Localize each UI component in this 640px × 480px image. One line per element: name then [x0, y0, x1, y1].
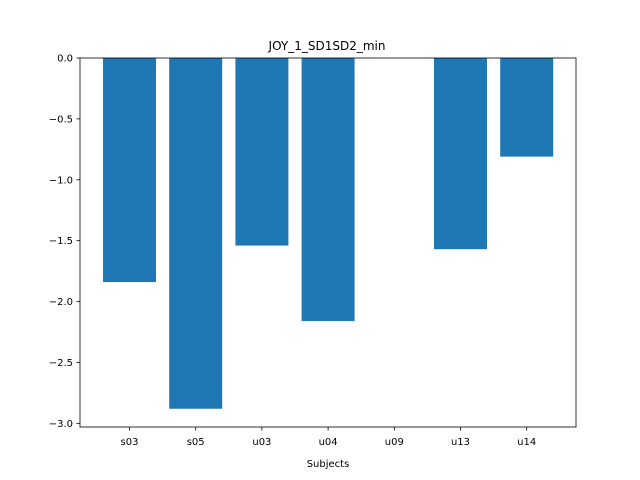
- x-tick-label: u04: [319, 437, 338, 448]
- y-axis-ticks: 0.0 −0.5 −1.0 −1.5 −2.0 −2.5 −3.0: [49, 54, 80, 430]
- y-tick-label: −2.0: [49, 297, 73, 308]
- x-tick-label: u03: [252, 437, 271, 448]
- y-tick-label: −1.0: [49, 175, 73, 186]
- bar-u03: [235, 58, 289, 246]
- bar-s05: [169, 58, 223, 409]
- y-tick-label: −0.5: [49, 114, 73, 125]
- x-axis-ticks: s03 s05 u03 u04 u09 u13 u14: [121, 427, 536, 448]
- bar-s03: [103, 58, 156, 283]
- y-tick-label: −3.0: [49, 419, 73, 430]
- y-tick-label: −2.5: [49, 358, 73, 369]
- x-axis-title: Subjects: [307, 459, 350, 470]
- bar-u14: [500, 58, 554, 157]
- bar-u04: [301, 58, 355, 322]
- x-tick-label: s05: [187, 437, 205, 448]
- plot-frame: [79, 57, 577, 428]
- x-tick-label: u09: [385, 437, 404, 448]
- y-tick-label: −1.5: [49, 236, 73, 247]
- x-tick-label: u13: [451, 437, 470, 448]
- bars-group: [103, 58, 554, 409]
- bar-u13: [434, 58, 487, 250]
- chart-title: JOY_1_SD1SD2_min: [268, 39, 386, 53]
- x-tick-label: s03: [121, 437, 139, 448]
- x-tick-label: u14: [517, 437, 536, 448]
- y-tick-label: 0.0: [57, 54, 73, 65]
